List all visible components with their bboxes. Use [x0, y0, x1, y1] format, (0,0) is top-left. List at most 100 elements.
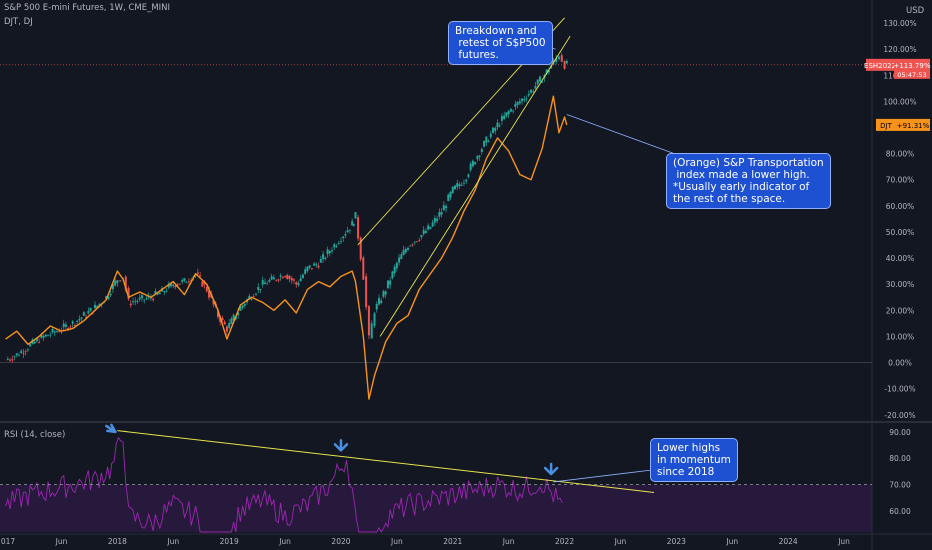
transport-annotation[interactable]: (Orange) S&P Transportation index made a… [666, 153, 831, 209]
candle [348, 229, 351, 231]
candle [362, 257, 365, 280]
candle [505, 112, 508, 117]
candle [536, 79, 539, 85]
rsi-indicator-label[interactable]: RSI (14, close) [4, 430, 66, 440]
compare-symbol[interactable]: DJT, DJ [4, 17, 33, 27]
candle [503, 115, 506, 120]
x-tick-label: 2019 [220, 537, 239, 546]
candle [185, 282, 188, 284]
candle [424, 230, 427, 234]
candle [170, 283, 173, 287]
candle [230, 318, 233, 324]
candle [509, 109, 512, 112]
candle [174, 285, 177, 288]
candle [138, 297, 141, 300]
candle [451, 186, 454, 193]
candle [62, 323, 65, 328]
candle [447, 194, 450, 202]
candle [460, 185, 463, 187]
rsi-peak-arrow-2020 [333, 439, 349, 452]
candle [427, 225, 430, 230]
candle [304, 269, 307, 274]
candle [391, 271, 394, 279]
candle [29, 343, 32, 347]
candle [431, 222, 434, 227]
candle [395, 262, 398, 269]
candle [87, 311, 90, 314]
candle [402, 249, 405, 256]
symbol-title[interactable]: S&P 500 E-mini Futures, 1W, CME_MINI [4, 3, 171, 13]
candle [205, 287, 208, 292]
candle [547, 70, 550, 73]
candle [49, 334, 52, 336]
candle [400, 254, 403, 260]
candle [326, 249, 329, 255]
x-tick-label: 2018 [108, 537, 127, 546]
y-tick-label: 70.00% [886, 176, 915, 185]
y-tick-label: 20.00% [886, 306, 915, 315]
candle [217, 310, 219, 317]
rsi-band [0, 484, 872, 532]
candle [241, 305, 244, 308]
candle [56, 331, 59, 332]
candle [532, 91, 535, 93]
candle [465, 179, 468, 182]
candle [96, 305, 99, 308]
candle [449, 191, 452, 198]
candle [380, 300, 383, 304]
candle [9, 359, 12, 361]
candle [407, 247, 410, 250]
candle [255, 293, 258, 295]
candle [172, 284, 175, 287]
candle [288, 276, 291, 279]
candle [277, 279, 280, 281]
candle [359, 237, 362, 260]
y-tick-label: -20.00% [884, 411, 915, 420]
candle [478, 155, 481, 157]
candle [436, 218, 439, 221]
candle [462, 182, 465, 184]
candle [337, 243, 340, 245]
x-tick-label: Jun [390, 537, 403, 546]
candle [480, 149, 483, 153]
candle [40, 334, 43, 338]
candle [281, 277, 284, 279]
candle [38, 342, 41, 343]
candle [382, 291, 385, 297]
momentum-annotation[interactable]: Lower highs in momentum since 2018 [650, 438, 738, 482]
candle [534, 85, 537, 89]
candle [243, 304, 246, 306]
rsi-pane [0, 430, 872, 533]
es-countdown-text: 05:47:53 [897, 71, 926, 79]
candle [375, 303, 378, 310]
candle [109, 294, 112, 296]
candle [199, 275, 202, 277]
candle [420, 235, 423, 238]
candle [26, 349, 29, 351]
candle [124, 276, 127, 290]
candle [284, 275, 287, 277]
candle [270, 276, 273, 280]
candle [116, 280, 119, 284]
x-tick-label: Jun [55, 537, 68, 546]
candle [44, 334, 47, 337]
candle [525, 98, 528, 100]
breakdown-annotation[interactable]: Breakdown and retest of S$P500 futures. [448, 21, 553, 65]
candle [257, 286, 260, 290]
candle [550, 65, 553, 69]
candle [306, 266, 309, 271]
candle [286, 275, 289, 280]
currency-label[interactable]: USD [906, 6, 925, 16]
candle [352, 224, 355, 226]
candle [272, 277, 275, 280]
candle [565, 60, 568, 64]
wedge-lower-trendline [379, 35, 571, 337]
candle [494, 127, 497, 132]
candle [324, 257, 327, 259]
candle [248, 295, 251, 300]
y-tick-label: 100.00% [883, 97, 916, 106]
x-tick-label: Jun [166, 537, 179, 546]
candle [18, 355, 21, 357]
candle [279, 275, 282, 277]
